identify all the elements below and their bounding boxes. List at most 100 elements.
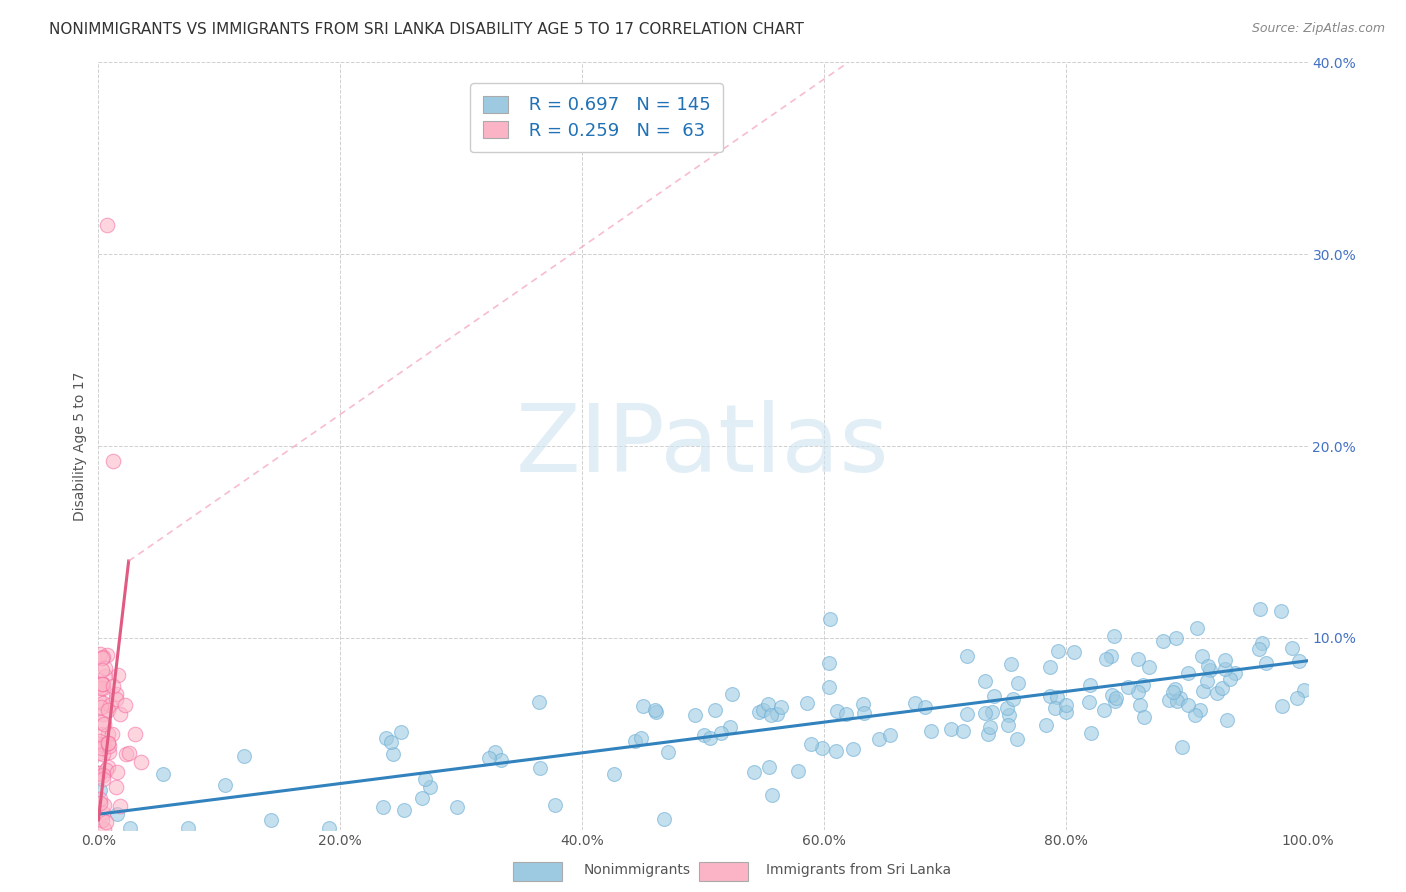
Point [260, 813, 283, 827]
Point [214, 778, 236, 792]
Point [1249, 602, 1271, 616]
Point [1213, 662, 1236, 676]
Point [748, 705, 770, 719]
Point [997, 708, 1019, 723]
Point [90, 714, 112, 729]
Point [87, 766, 110, 780]
Point [129, 756, 152, 770]
Point [1213, 652, 1236, 666]
Point [1133, 710, 1156, 724]
Point [1198, 663, 1220, 677]
Point [720, 687, 742, 701]
Point [1105, 690, 1128, 705]
Point [93, 822, 115, 837]
Point [394, 803, 416, 817]
Point [657, 745, 679, 759]
Point [1216, 713, 1239, 727]
Point [91, 650, 114, 665]
Point [1197, 659, 1219, 673]
Point [87, 693, 110, 707]
Point [914, 699, 936, 714]
Point [1129, 698, 1152, 712]
Point [90, 663, 112, 677]
Point [115, 747, 138, 761]
Point [96, 764, 118, 778]
Point [105, 765, 128, 780]
Point [770, 700, 793, 714]
Point [419, 780, 441, 794]
Text: ZIPatlas: ZIPatlas [516, 400, 890, 492]
Point [853, 706, 876, 721]
Point [1101, 688, 1123, 702]
Point [98, 698, 121, 713]
Point [1281, 640, 1303, 655]
Point [93, 661, 115, 675]
Point [1078, 678, 1101, 692]
Text: Source: ZipAtlas.com: Source: ZipAtlas.com [1251, 22, 1385, 36]
Point [1251, 636, 1274, 650]
Point [1092, 703, 1115, 717]
Point [1104, 694, 1126, 708]
Point [818, 612, 841, 626]
Point [644, 705, 666, 719]
Point [318, 821, 340, 835]
Point [718, 720, 741, 734]
Point [233, 748, 256, 763]
Point [1063, 645, 1085, 659]
Point [1211, 681, 1233, 695]
Point [105, 806, 128, 821]
Point [759, 707, 782, 722]
Point [98, 745, 121, 759]
Point [1177, 665, 1199, 680]
Point [91, 681, 114, 696]
Point [952, 723, 974, 738]
Point [1292, 683, 1315, 698]
Point [87, 737, 110, 751]
Point [97, 736, 120, 750]
Point [1078, 695, 1101, 709]
Point [1080, 726, 1102, 740]
Point [94, 669, 117, 683]
Point [1152, 634, 1174, 648]
Point [1005, 732, 1028, 747]
Point [699, 731, 721, 745]
Point [693, 728, 716, 742]
Text: NONIMMIGRANTS VS IMMIGRANTS FROM SRI LANKA DISABILITY AGE 5 TO 17 CORRELATION CH: NONIMMIGRANTS VS IMMIGRANTS FROM SRI LAN… [49, 22, 804, 37]
Point [478, 751, 501, 765]
Point [1288, 654, 1310, 668]
Point [90, 740, 112, 755]
Point [104, 692, 127, 706]
Point [981, 706, 1004, 720]
Point [939, 723, 962, 737]
Point [93, 717, 115, 731]
Point [381, 747, 404, 761]
Point [1164, 631, 1187, 645]
Point [1225, 666, 1247, 681]
Point [765, 706, 787, 721]
Point [89, 734, 111, 748]
Point [120, 821, 142, 835]
Point [101, 454, 124, 468]
Point [1159, 693, 1181, 707]
Point [484, 745, 506, 759]
Point [956, 707, 979, 722]
Point [796, 696, 818, 710]
Point [90, 681, 112, 695]
Point [411, 791, 433, 805]
Point [956, 648, 979, 663]
Point [152, 766, 174, 780]
Point [177, 821, 200, 835]
Point [97, 760, 120, 774]
Point [852, 697, 875, 711]
Point [761, 788, 783, 802]
Point [1219, 672, 1241, 686]
Point [652, 812, 675, 826]
Point [1039, 660, 1062, 674]
Point [920, 723, 942, 738]
Point [623, 733, 645, 747]
Point [375, 731, 398, 745]
Point [818, 656, 841, 670]
Point [529, 695, 551, 709]
Point [1197, 673, 1219, 688]
Point [811, 741, 834, 756]
